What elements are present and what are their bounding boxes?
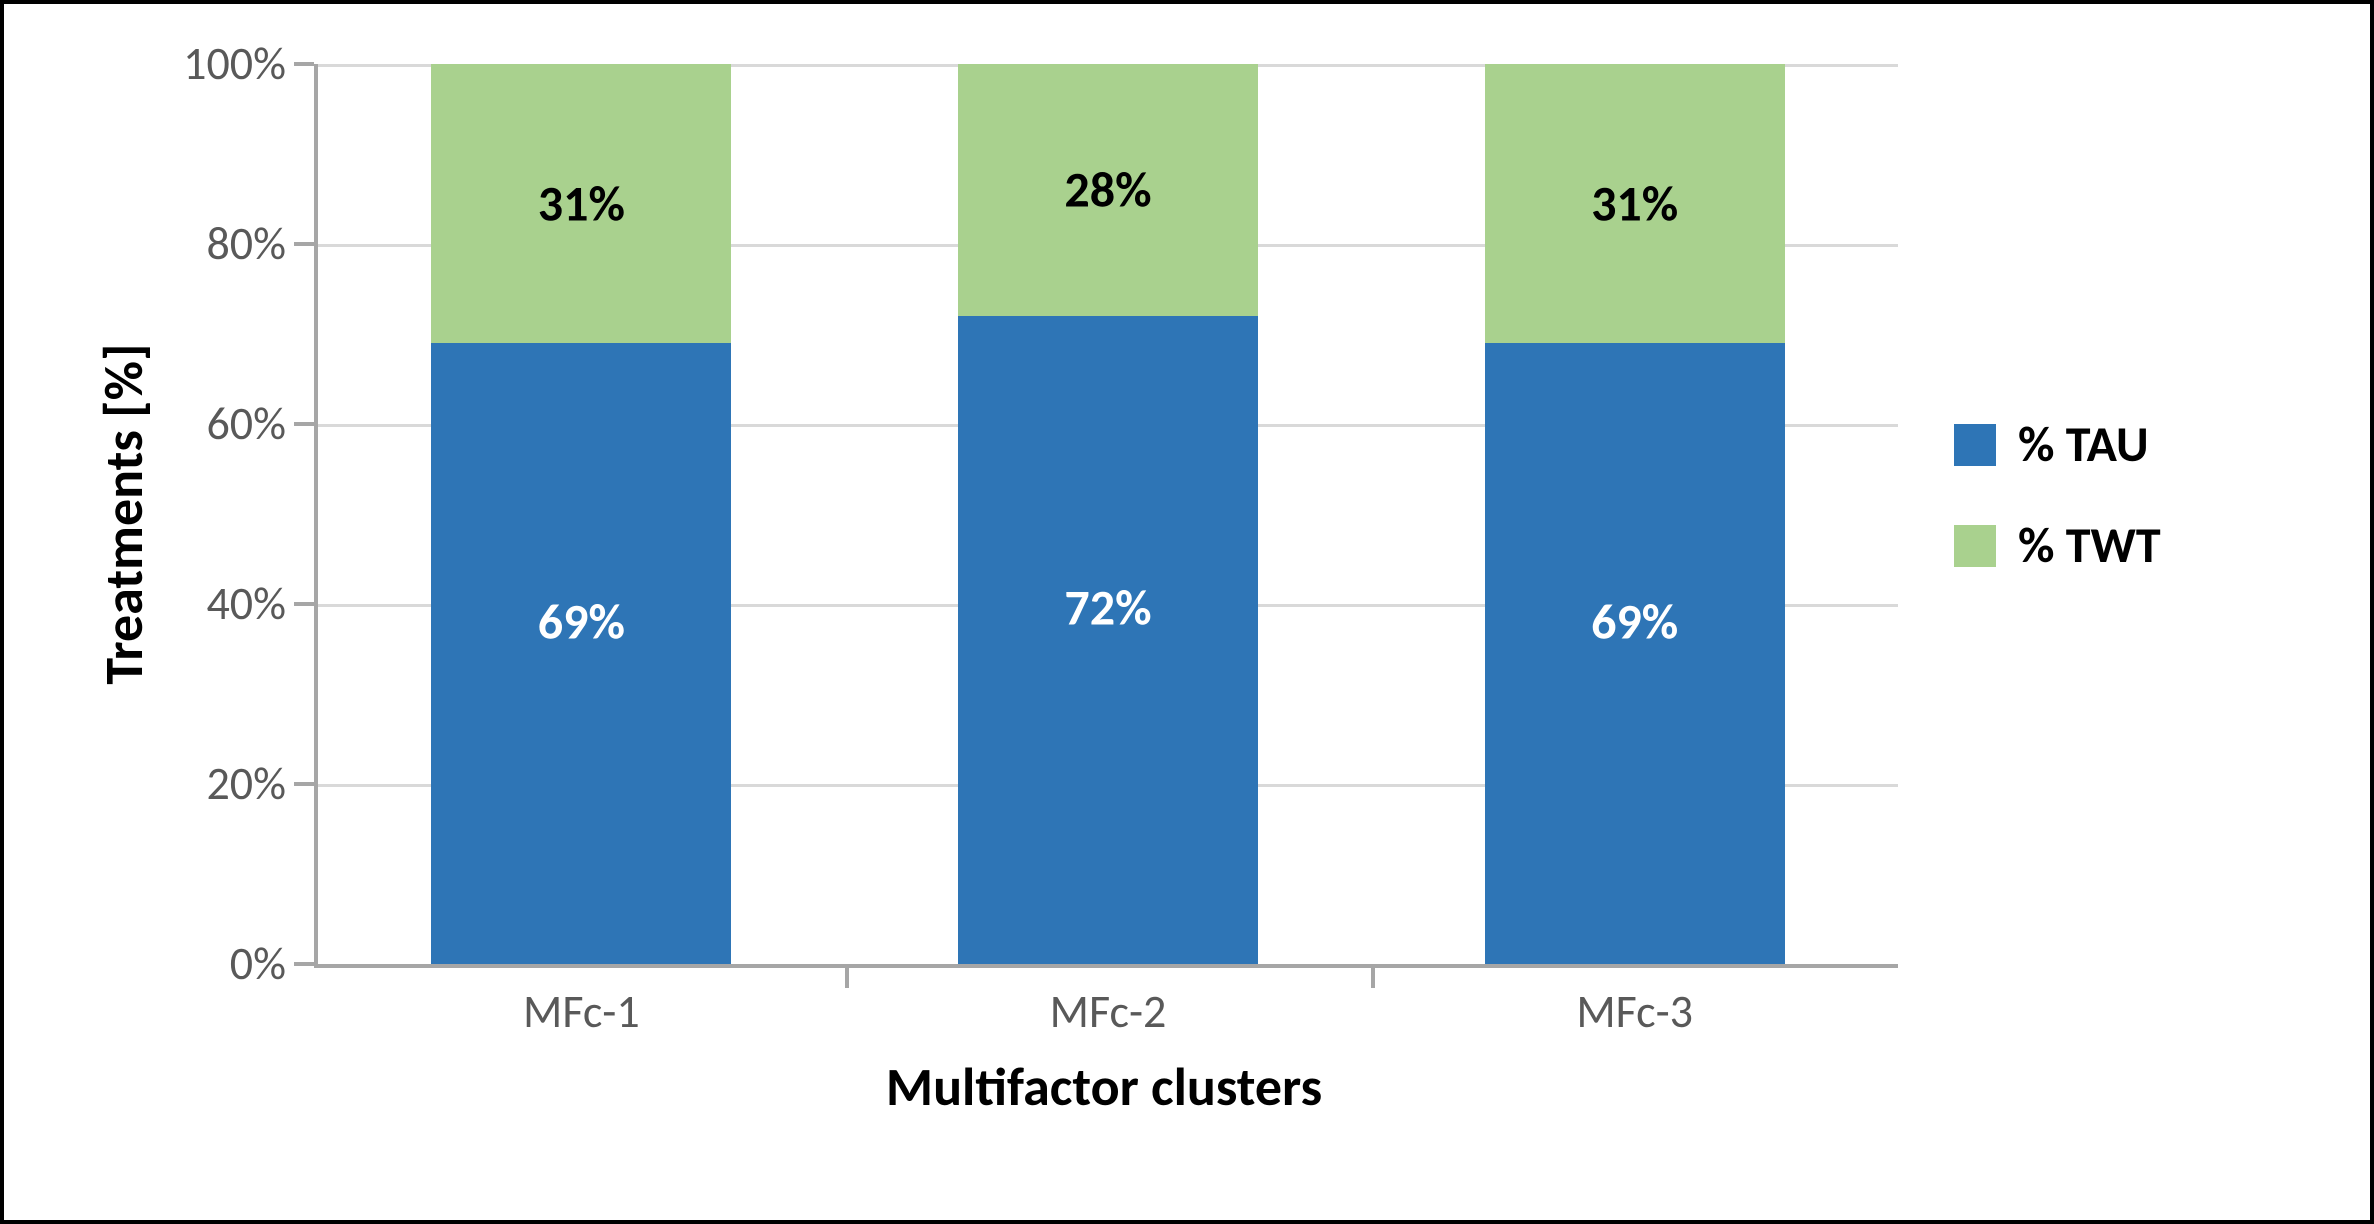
bar-group: 69% 31%: [1485, 64, 1785, 964]
bar-value-label: 28%: [1064, 160, 1151, 221]
y-tick-label: 80%: [206, 216, 318, 272]
bar-value-label: 31%: [538, 173, 625, 234]
y-tick-label: 0%: [230, 936, 318, 992]
bar-value-label: 72%: [1064, 577, 1151, 638]
x-category-label: MFc-1: [523, 964, 640, 1040]
bar-segment-twt: 31%: [431, 64, 731, 343]
x-category-label: MFc-3: [1576, 964, 1693, 1040]
legend-swatch: [1954, 525, 1996, 567]
legend: % TAU % TWT: [1954, 374, 2161, 616]
legend-item: % TAU: [1954, 414, 2161, 475]
chart-area: Treatments [%] 0%20%40%60%80%100%69%31%M…: [134, 44, 2304, 1174]
bar-group: 69% 31%: [431, 64, 731, 964]
legend-label: % TAU: [2018, 414, 2149, 475]
legend-item: % TWT: [1954, 515, 2161, 576]
bar-segment-tau: 69%: [1485, 343, 1785, 964]
legend-label: % TWT: [2018, 515, 2161, 576]
bar-value-label: 31%: [1591, 173, 1678, 234]
plot-area: 0%20%40%60%80%100%69%31%MFc-172%28%MFc-2…: [314, 64, 1898, 968]
y-tick-label: 40%: [206, 576, 318, 632]
x-tick: [1371, 968, 1375, 988]
bar-segment-twt: 28%: [958, 64, 1258, 316]
legend-swatch: [1954, 424, 1996, 466]
y-tick-label: 60%: [206, 396, 318, 452]
bar-group: 72% 28%: [958, 64, 1258, 964]
bar-segment-tau: 72%: [958, 316, 1258, 964]
x-axis-title: Multifactor clusters: [314, 1054, 1894, 1120]
chart-frame: Treatments [%] 0% 20% 40% 60% 80% 100% 69% 31% M…: [0, 0, 2374, 1224]
y-tick-label: 100%: [183, 36, 318, 92]
bar-value-label: 69%: [1591, 592, 1678, 653]
x-category-label: MFc-2: [1050, 964, 1167, 1040]
bar-segment-tau: 69%: [431, 343, 731, 964]
bar-value-label: 69%: [538, 592, 625, 653]
y-axis-title: Treatments [%]: [91, 343, 157, 684]
x-tick: [845, 968, 849, 988]
bar-segment-twt: 31%: [1485, 64, 1785, 343]
y-tick-label: 20%: [206, 756, 318, 812]
